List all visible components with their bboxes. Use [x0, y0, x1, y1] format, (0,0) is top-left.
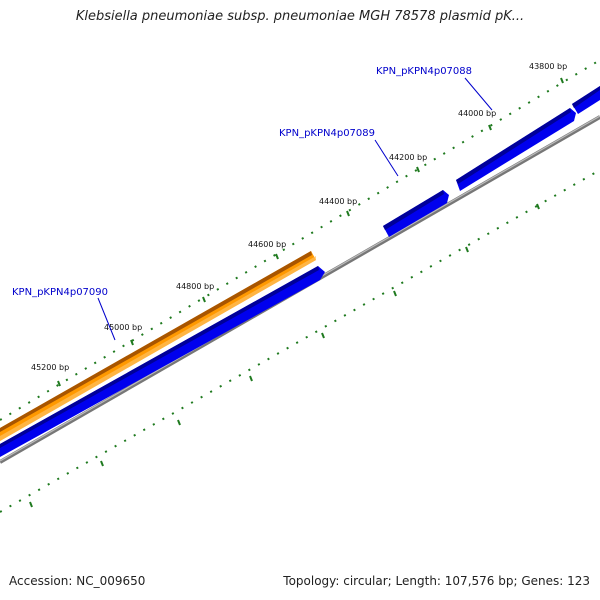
- gene-arrow-kpn-pkpn4p07088[interactable]: [456, 108, 576, 191]
- gene-label-kpn-pkpn4p07089[interactable]: KPN_pKPN4p07089: [279, 128, 399, 177]
- inner-tick-track: [0, 169, 600, 513]
- tick-label: 44000 bp: [458, 109, 496, 118]
- orange-feature: [0, 251, 316, 441]
- tick-label: 44200 bp: [389, 153, 427, 162]
- gene-label-text: KPN_pKPN4p07089: [279, 128, 375, 139]
- tick-label: 44400 bp: [319, 197, 357, 206]
- tick-label: 44600 bp: [248, 240, 286, 249]
- topology-summary-text: Topology: circular; Length: 107,576 bp; …: [283, 574, 590, 588]
- gene-label-kpn-pkpn4p07090[interactable]: KPN_pKPN4p07090: [12, 287, 116, 341]
- map-title: Klebsiella pneumoniae subsp. pneumoniae …: [75, 9, 525, 24]
- inner-major-ticks: [29, 203, 540, 508]
- tick-44600: 44600 bp: [248, 240, 286, 260]
- tick-45200: 45200 bp: [31, 363, 69, 387]
- tick-label: 43800 bp: [529, 62, 567, 71]
- gene-arrow-kpn-pkpn4p07089[interactable]: [383, 190, 449, 237]
- tick-44800: 44800 bp: [176, 282, 214, 303]
- gene-arrow-next[interactable]: [572, 86, 600, 114]
- tick-44400: 44400 bp: [319, 197, 357, 217]
- outer-tick-marks: [0, 59, 600, 421]
- tick-44200: 44200 bp: [389, 153, 427, 173]
- tick-label: 44800 bp: [176, 282, 214, 291]
- tick-label: 45000 bp: [104, 323, 142, 332]
- gene-label-kpn-pkpn4p07088[interactable]: KPN_pKPN4p07088: [376, 66, 493, 111]
- gene-label-text: KPN_pKPN4p07088: [376, 66, 472, 77]
- tick-45000: 45000 bp: [104, 323, 142, 346]
- gene-label-text: KPN_pKPN4p07090: [12, 287, 108, 298]
- gene-arrow-kpn-pkpn4p07090[interactable]: [0, 266, 325, 457]
- tick-44000: 44000 bp: [458, 109, 496, 131]
- inner-tick-marks: [0, 169, 600, 513]
- accession-text: Accession: NC_009650: [9, 574, 146, 588]
- outer-tick-track: [0, 59, 600, 421]
- tick-43800: 43800 bp: [529, 62, 567, 84]
- tick-label: 45200 bp: [31, 363, 69, 372]
